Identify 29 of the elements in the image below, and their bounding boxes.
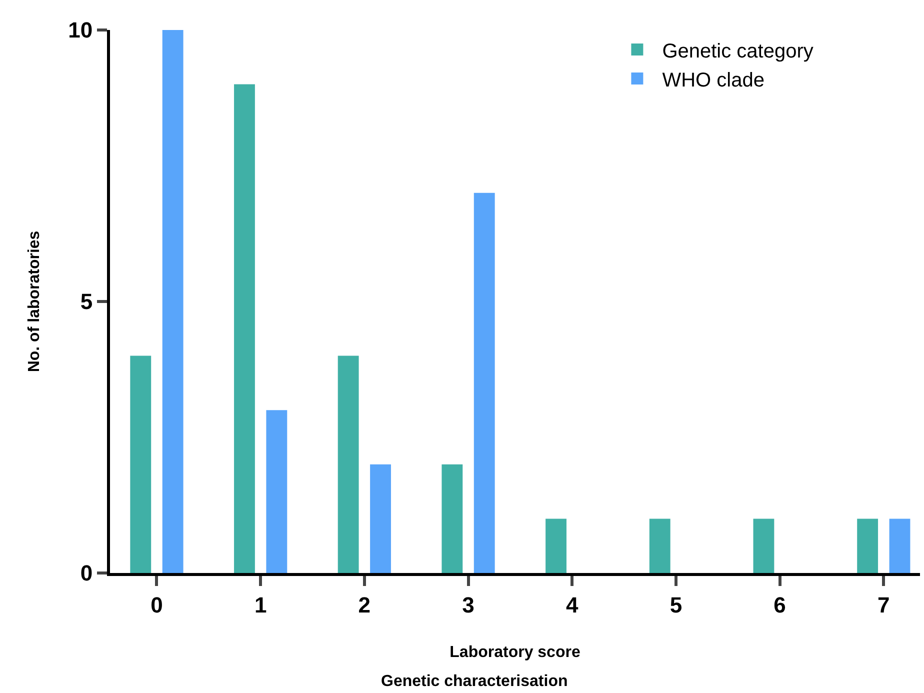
y-tick-label: 10 [68,18,93,43]
y-axis-title: No. of laboratories [26,230,44,372]
bar [889,518,910,573]
legend-label: Genetic category [662,40,814,62]
x-tick-label: 2 [358,592,371,618]
bar [162,30,184,573]
x-tick-label: 7 [878,592,890,618]
x-tick-label: 3 [462,592,474,618]
x-tick-label: 4 [566,592,579,618]
bar [857,518,878,573]
bar [234,84,255,573]
bar [266,410,288,573]
x-tick-label: 5 [670,592,682,618]
bar [130,356,152,573]
bar [753,518,774,573]
bar [338,356,359,573]
legend-label: WHO clade [662,69,764,92]
bar [370,464,391,573]
y-tick-label: 0 [80,560,93,586]
x-tick-label: 0 [150,592,163,618]
text: Genetic characterisation [381,673,568,690]
bar [442,464,463,573]
bar [649,518,670,573]
x-tick-label: 6 [774,592,786,618]
x-tick-label: 1 [254,592,267,618]
bar [474,192,495,573]
x-axis-title: Laboratory score [450,644,580,662]
bar [546,518,566,573]
y-tick-label: 5 [80,289,93,314]
